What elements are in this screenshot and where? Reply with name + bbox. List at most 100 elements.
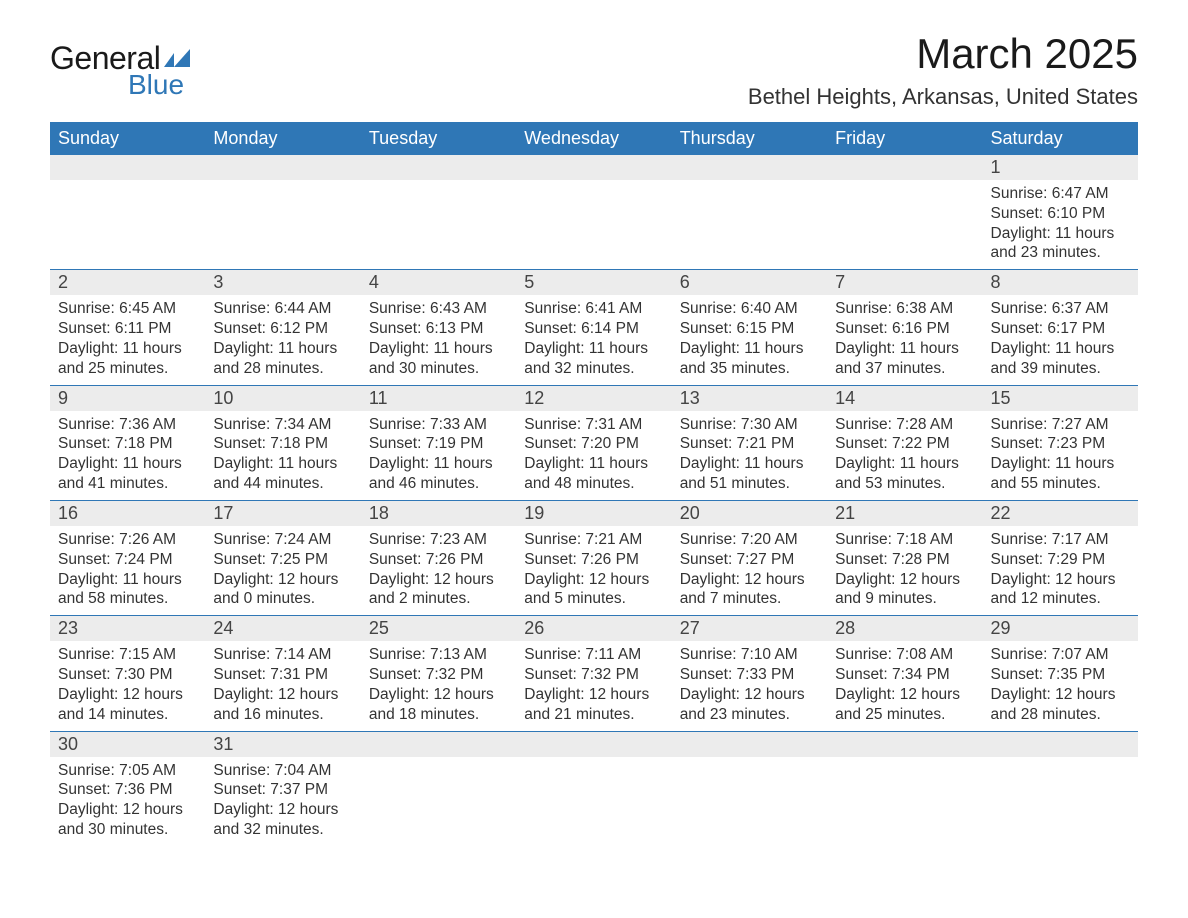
day-number-cell: 31 [205, 731, 360, 757]
daylight-line: Daylight: 11 hours and 58 minutes. [58, 570, 197, 610]
day-number-cell [205, 155, 360, 180]
day-detail-cell: Sunrise: 7:14 AMSunset: 7:31 PMDaylight:… [205, 641, 360, 731]
day-detail-cell: Sunrise: 7:36 AMSunset: 7:18 PMDaylight:… [50, 411, 205, 501]
day-number-cell: 8 [983, 270, 1138, 296]
day-number-cell: 12 [516, 385, 671, 411]
day-detail-cell: Sunrise: 6:47 AMSunset: 6:10 PMDaylight:… [983, 180, 1138, 270]
day-detail-row: Sunrise: 7:36 AMSunset: 7:18 PMDaylight:… [50, 411, 1138, 501]
sunrise-line: Sunrise: 7:36 AM [58, 415, 197, 435]
sunset-line: Sunset: 7:37 PM [213, 780, 352, 800]
day-number-cell: 20 [672, 500, 827, 526]
day-detail-cell [361, 180, 516, 270]
day-number-cell [672, 731, 827, 757]
day-number-cell [827, 731, 982, 757]
sunset-line: Sunset: 6:17 PM [991, 319, 1130, 339]
day-detail-cell: Sunrise: 7:15 AMSunset: 7:30 PMDaylight:… [50, 641, 205, 731]
daylight-line: Daylight: 11 hours and 53 minutes. [835, 454, 974, 494]
sunrise-line: Sunrise: 7:13 AM [369, 645, 508, 665]
sunrise-line: Sunrise: 6:44 AM [213, 299, 352, 319]
day-number-cell: 18 [361, 500, 516, 526]
day-detail-cell [516, 757, 671, 846]
daylight-line: Daylight: 12 hours and 12 minutes. [991, 570, 1130, 610]
day-number-row: 2345678 [50, 270, 1138, 296]
sunrise-line: Sunrise: 6:47 AM [991, 184, 1130, 204]
calendar-body: 1Sunrise: 6:47 AMSunset: 6:10 PMDaylight… [50, 155, 1138, 846]
sunrise-line: Sunrise: 7:31 AM [524, 415, 663, 435]
daylight-line: Daylight: 11 hours and 28 minutes. [213, 339, 352, 379]
sunset-line: Sunset: 7:26 PM [524, 550, 663, 570]
sunset-line: Sunset: 6:15 PM [680, 319, 819, 339]
daylight-line: Daylight: 11 hours and 48 minutes. [524, 454, 663, 494]
daylight-line: Daylight: 12 hours and 2 minutes. [369, 570, 508, 610]
sunrise-line: Sunrise: 7:08 AM [835, 645, 974, 665]
day-detail-cell: Sunrise: 6:44 AMSunset: 6:12 PMDaylight:… [205, 295, 360, 385]
sunset-line: Sunset: 7:36 PM [58, 780, 197, 800]
day-number-row: 3031 [50, 731, 1138, 757]
day-detail-cell: Sunrise: 7:33 AMSunset: 7:19 PMDaylight:… [361, 411, 516, 501]
day-detail-cell [672, 757, 827, 846]
day-detail-cell: Sunrise: 7:28 AMSunset: 7:22 PMDaylight:… [827, 411, 982, 501]
day-detail-cell: Sunrise: 6:37 AMSunset: 6:17 PMDaylight:… [983, 295, 1138, 385]
day-number-cell [50, 155, 205, 180]
day-number-cell: 14 [827, 385, 982, 411]
col-friday: Friday [827, 122, 982, 155]
sunset-line: Sunset: 7:22 PM [835, 434, 974, 454]
day-detail-cell: Sunrise: 7:20 AMSunset: 7:27 PMDaylight:… [672, 526, 827, 616]
sunset-line: Sunset: 6:12 PM [213, 319, 352, 339]
sunrise-line: Sunrise: 6:38 AM [835, 299, 974, 319]
sunrise-line: Sunrise: 6:45 AM [58, 299, 197, 319]
day-detail-cell [827, 757, 982, 846]
day-number-row: 1 [50, 155, 1138, 180]
col-tuesday: Tuesday [361, 122, 516, 155]
daylight-line: Daylight: 12 hours and 7 minutes. [680, 570, 819, 610]
day-number-cell [672, 155, 827, 180]
sunrise-line: Sunrise: 7:17 AM [991, 530, 1130, 550]
daylight-line: Daylight: 12 hours and 25 minutes. [835, 685, 974, 725]
sunrise-line: Sunrise: 7:26 AM [58, 530, 197, 550]
day-detail-cell [50, 180, 205, 270]
day-detail-cell: Sunrise: 6:38 AMSunset: 6:16 PMDaylight:… [827, 295, 982, 385]
daylight-line: Daylight: 11 hours and 44 minutes. [213, 454, 352, 494]
sunrise-line: Sunrise: 6:41 AM [524, 299, 663, 319]
sunrise-line: Sunrise: 7:33 AM [369, 415, 508, 435]
daylight-line: Daylight: 12 hours and 21 minutes. [524, 685, 663, 725]
sunset-line: Sunset: 6:10 PM [991, 204, 1130, 224]
day-detail-cell: Sunrise: 7:34 AMSunset: 7:18 PMDaylight:… [205, 411, 360, 501]
day-detail-row: Sunrise: 7:26 AMSunset: 7:24 PMDaylight:… [50, 526, 1138, 616]
day-number-cell: 24 [205, 616, 360, 642]
sunset-line: Sunset: 7:30 PM [58, 665, 197, 685]
day-number-cell: 10 [205, 385, 360, 411]
day-detail-cell: Sunrise: 7:05 AMSunset: 7:36 PMDaylight:… [50, 757, 205, 846]
day-detail-cell: Sunrise: 7:07 AMSunset: 7:35 PMDaylight:… [983, 641, 1138, 731]
day-detail-cell: Sunrise: 6:43 AMSunset: 6:13 PMDaylight:… [361, 295, 516, 385]
sunset-line: Sunset: 7:20 PM [524, 434, 663, 454]
col-thursday: Thursday [672, 122, 827, 155]
logo-text-blue: Blue [128, 69, 184, 101]
daylight-line: Daylight: 11 hours and 51 minutes. [680, 454, 819, 494]
sunset-line: Sunset: 6:14 PM [524, 319, 663, 339]
sunset-line: Sunset: 7:28 PM [835, 550, 974, 570]
day-number-cell: 22 [983, 500, 1138, 526]
sunrise-line: Sunrise: 7:07 AM [991, 645, 1130, 665]
day-detail-row: Sunrise: 6:45 AMSunset: 6:11 PMDaylight:… [50, 295, 1138, 385]
day-number-row: 9101112131415 [50, 385, 1138, 411]
sunset-line: Sunset: 7:32 PM [524, 665, 663, 685]
calendar-table: Sunday Monday Tuesday Wednesday Thursday… [50, 122, 1138, 846]
day-detail-cell [516, 180, 671, 270]
sunrise-line: Sunrise: 7:20 AM [680, 530, 819, 550]
sunset-line: Sunset: 7:29 PM [991, 550, 1130, 570]
daylight-line: Daylight: 12 hours and 32 minutes. [213, 800, 352, 840]
day-number-cell: 19 [516, 500, 671, 526]
day-detail-cell: Sunrise: 7:21 AMSunset: 7:26 PMDaylight:… [516, 526, 671, 616]
sunrise-line: Sunrise: 6:40 AM [680, 299, 819, 319]
daylight-line: Daylight: 11 hours and 41 minutes. [58, 454, 197, 494]
sunrise-line: Sunrise: 7:23 AM [369, 530, 508, 550]
day-detail-cell: Sunrise: 7:27 AMSunset: 7:23 PMDaylight:… [983, 411, 1138, 501]
sunrise-line: Sunrise: 7:04 AM [213, 761, 352, 781]
day-detail-cell: Sunrise: 7:11 AMSunset: 7:32 PMDaylight:… [516, 641, 671, 731]
daylight-line: Daylight: 11 hours and 37 minutes. [835, 339, 974, 379]
day-number-cell: 11 [361, 385, 516, 411]
header-bar: General Blue March 2025 Bethel Heights, … [50, 30, 1138, 110]
day-number-cell: 16 [50, 500, 205, 526]
sunset-line: Sunset: 7:26 PM [369, 550, 508, 570]
